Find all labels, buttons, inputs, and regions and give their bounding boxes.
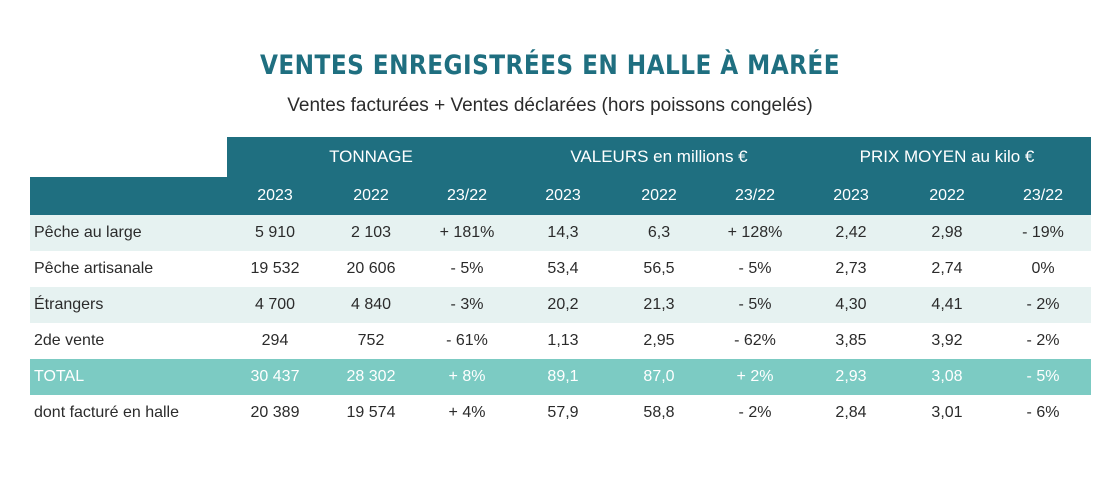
table-cell: 2,84 (803, 395, 899, 431)
table-cell: + 181% (419, 215, 515, 251)
table-cell: 20,2 (515, 287, 611, 323)
sales-table: TONNAGE VALEURS en millions € PRIX MOYEN… (30, 137, 1091, 431)
table-cell: 14,3 (515, 215, 611, 251)
subheader-label-cell (30, 177, 227, 215)
table-cell: 57,9 (515, 395, 611, 431)
row-label: TOTAL (30, 359, 227, 395)
subheader-cell: 23/22 (995, 177, 1091, 215)
row-label: 2de vente (30, 323, 227, 359)
table-cell: 30 437 (227, 359, 323, 395)
row-label: Pêche au large (30, 215, 227, 251)
table-cell: 58,8 (611, 395, 707, 431)
total-row: TOTAL 30 437 28 302 + 8% 89,1 87,0 + 2% … (30, 359, 1091, 395)
table-cell: 294 (227, 323, 323, 359)
table-cell: - 5% (995, 359, 1091, 395)
table-cell: - 5% (707, 287, 803, 323)
subheader-cell: 23/22 (707, 177, 803, 215)
table-cell: - 2% (995, 323, 1091, 359)
table-row: Pêche artisanale 19 532 20 606 - 5% 53,4… (30, 251, 1091, 287)
corner-cell (30, 137, 227, 177)
table-cell: 20 606 (323, 251, 419, 287)
table-row: dont facturé en halle 20 389 19 574 + 4%… (30, 395, 1091, 431)
table-cell: 2,73 (803, 251, 899, 287)
row-label: Étrangers (30, 287, 227, 323)
table-cell: - 3% (419, 287, 515, 323)
table-cell: 28 302 (323, 359, 419, 395)
subheader-row: 2023 2022 23/22 2023 2022 23/22 2023 202… (30, 177, 1091, 215)
subheader-cell: 2022 (899, 177, 995, 215)
subheader-cell: 2023 (803, 177, 899, 215)
group-header-tonnage: TONNAGE (227, 137, 515, 177)
table-cell: 21,3 (611, 287, 707, 323)
page-title: VENTES ENREGISTRÉES EN HALLE À MARÉE (259, 50, 841, 81)
table-cell: - 19% (995, 215, 1091, 251)
table-cell: 2,93 (803, 359, 899, 395)
subheader-cell: 23/22 (419, 177, 515, 215)
table-cell: - 5% (707, 251, 803, 287)
row-label: Pêche artisanale (30, 251, 227, 287)
table-cell: 2,74 (899, 251, 995, 287)
table-cell: 4 840 (323, 287, 419, 323)
table-row: 2de vente 294 752 - 61% 1,13 2,95 - 62% … (30, 323, 1091, 359)
table-cell: 1,13 (515, 323, 611, 359)
table-cell: + 8% (419, 359, 515, 395)
table-cell: 2,95 (611, 323, 707, 359)
group-header-prix-moyen: PRIX MOYEN au kilo € (803, 137, 1091, 177)
table-row: Étrangers 4 700 4 840 - 3% 20,2 21,3 - 5… (30, 287, 1091, 323)
table-cell: 3,08 (899, 359, 995, 395)
table-cell: 20 389 (227, 395, 323, 431)
table-cell: 89,1 (515, 359, 611, 395)
row-label: dont facturé en halle (30, 395, 227, 431)
table-cell: 19 574 (323, 395, 419, 431)
table-cell: - 5% (419, 251, 515, 287)
table-row: Pêche au large 5 910 2 103 + 181% 14,3 6… (30, 215, 1091, 251)
table-cell: - 62% (707, 323, 803, 359)
table-cell: 0% (995, 251, 1091, 287)
table-cell: 5 910 (227, 215, 323, 251)
table-cell: 2 103 (323, 215, 419, 251)
table-cell: + 2% (707, 359, 803, 395)
table-cell: 87,0 (611, 359, 707, 395)
table-cell: 4,30 (803, 287, 899, 323)
table-cell: + 128% (707, 215, 803, 251)
group-header-valeurs: VALEURS en millions € (515, 137, 803, 177)
subheader-cell: 2023 (227, 177, 323, 215)
page-subtitle: Ventes facturées + Ventes déclarées (hor… (287, 95, 813, 116)
table-cell: 752 (323, 323, 419, 359)
subheader-cell: 2023 (515, 177, 611, 215)
table-cell: 56,5 (611, 251, 707, 287)
table-cell: 3,85 (803, 323, 899, 359)
table-cell: - 61% (419, 323, 515, 359)
subheader-cell: 2022 (611, 177, 707, 215)
table-cell: 3,92 (899, 323, 995, 359)
table-cell: 19 532 (227, 251, 323, 287)
table-cell: 4,41 (899, 287, 995, 323)
table-cell: 2,42 (803, 215, 899, 251)
subheader-cell: 2022 (323, 177, 419, 215)
table-cell: 6,3 (611, 215, 707, 251)
table-cell: - 6% (995, 395, 1091, 431)
table-cell: 53,4 (515, 251, 611, 287)
table-cell: 3,01 (899, 395, 995, 431)
table-cell: + 4% (419, 395, 515, 431)
table-cell: - 2% (995, 287, 1091, 323)
table-cell: - 2% (707, 395, 803, 431)
table-cell: 2,98 (899, 215, 995, 251)
table-cell: 4 700 (227, 287, 323, 323)
